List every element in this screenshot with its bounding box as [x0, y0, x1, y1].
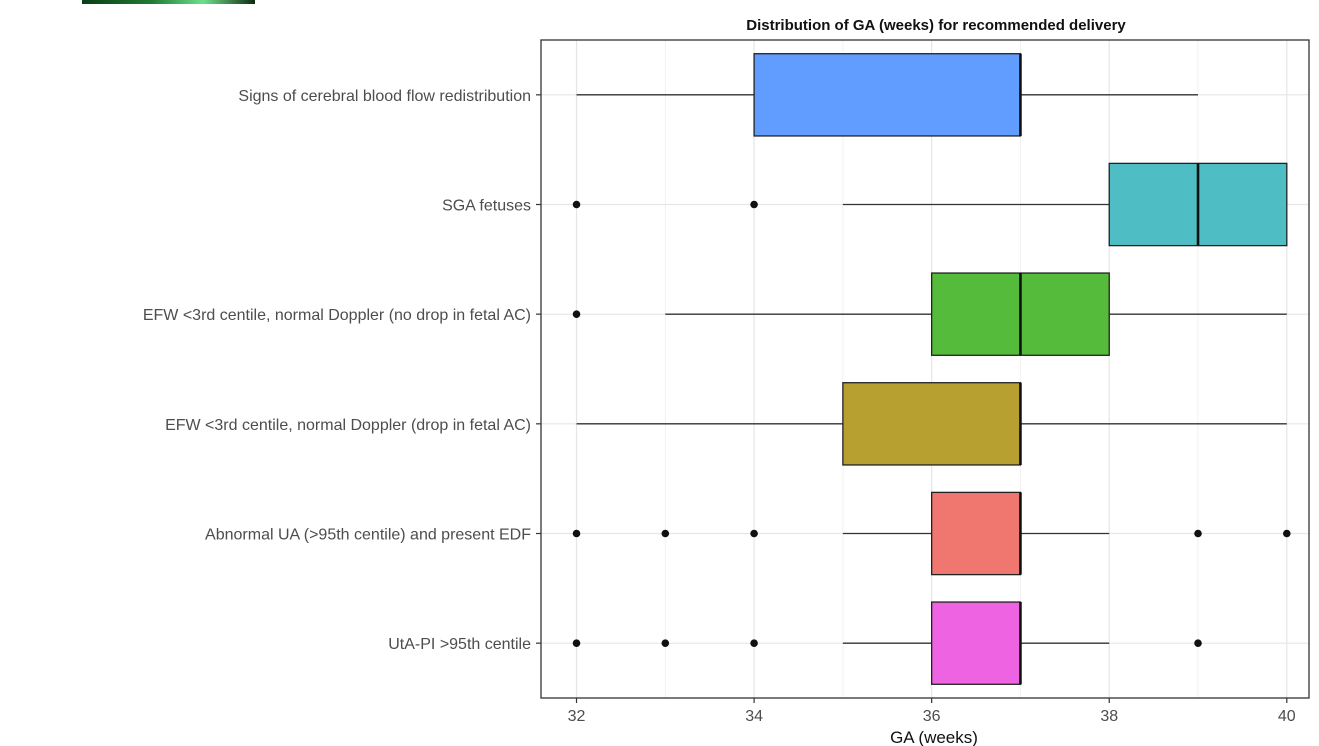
outlier-point	[1283, 529, 1291, 538]
axis-layer: Signs of cerebral blood flow redistribut…	[143, 39, 1310, 725]
outlier-point	[572, 310, 581, 318]
category-label: UtA-PI >95th centile	[388, 636, 531, 653]
box-group	[576, 53, 1199, 137]
panel-border	[540, 39, 1310, 699]
outlier-point	[572, 529, 581, 538]
box	[931, 491, 1022, 576]
x-tick-label: 34	[745, 708, 763, 725]
category-label: EFW <3rd centile, normal Doppler (no dro…	[143, 307, 531, 324]
outlier-point	[661, 529, 670, 538]
outlier-point	[661, 639, 670, 647]
box-layer	[572, 53, 1291, 685]
grid-lines	[541, 40, 1309, 698]
outlier-point	[1194, 639, 1202, 647]
chart-title: Distribution of GA (weeks) for recommend…	[746, 17, 1126, 34]
outlier-point	[750, 639, 758, 647]
box-group	[576, 382, 1287, 466]
category-label: Signs of cerebral blood flow redistribut…	[238, 88, 531, 105]
cropped-image-fragment	[82, 0, 255, 4]
box	[753, 53, 1022, 137]
outlier-point	[750, 200, 758, 209]
outlier-point	[1194, 529, 1202, 538]
box-group	[572, 491, 1291, 576]
x-tick-label: 40	[1278, 708, 1296, 725]
box	[842, 382, 1022, 466]
category-label: EFW <3rd centile, normal Doppler (drop i…	[165, 417, 531, 434]
x-axis-title: GA (weeks)	[890, 728, 978, 746]
x-tick-label: 38	[1100, 708, 1118, 725]
box-group	[572, 162, 1288, 247]
x-tick-label: 32	[568, 708, 586, 725]
box-group	[572, 601, 1202, 685]
category-label: SGA fetuses	[442, 198, 531, 215]
outlier-point	[572, 200, 581, 209]
box-group	[572, 272, 1287, 356]
box	[931, 601, 1022, 685]
outlier-point	[572, 639, 581, 647]
category-label: Abnormal UA (>95th centile) and present …	[205, 527, 531, 544]
outlier-point	[750, 529, 758, 538]
x-tick-label: 36	[923, 708, 941, 725]
